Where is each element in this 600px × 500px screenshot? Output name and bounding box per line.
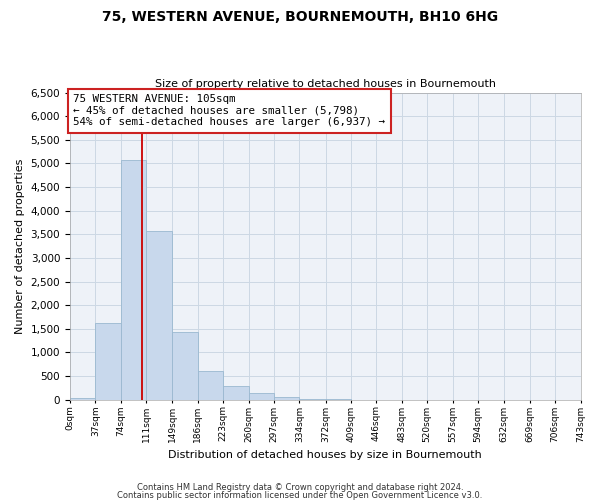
Text: 75, WESTERN AVENUE, BOURNEMOUTH, BH10 6HG: 75, WESTERN AVENUE, BOURNEMOUTH, BH10 6H…: [102, 10, 498, 24]
Bar: [121, 160, 146, 400]
Text: Contains HM Land Registry data © Crown copyright and database right 2024.: Contains HM Land Registry data © Crown c…: [137, 484, 463, 492]
Bar: [248, 392, 274, 400]
Bar: [146, 230, 172, 400]
Bar: [95, 323, 121, 400]
Text: 75 WESTERN AVENUE: 105sqm
← 45% of detached houses are smaller (5,798)
54% of se: 75 WESTERN AVENUE: 105sqm ← 45% of detac…: [73, 94, 385, 128]
X-axis label: Distribution of detached houses by size in Bournemouth: Distribution of detached houses by size …: [169, 450, 482, 460]
Bar: [274, 397, 299, 400]
Y-axis label: Number of detached properties: Number of detached properties: [15, 158, 25, 334]
Bar: [172, 332, 198, 400]
Text: Contains public sector information licensed under the Open Government Licence v3: Contains public sector information licen…: [118, 490, 482, 500]
Bar: [70, 398, 95, 400]
Bar: [198, 371, 223, 400]
Bar: [223, 386, 248, 400]
Bar: [299, 399, 326, 400]
Title: Size of property relative to detached houses in Bournemouth: Size of property relative to detached ho…: [155, 79, 496, 89]
